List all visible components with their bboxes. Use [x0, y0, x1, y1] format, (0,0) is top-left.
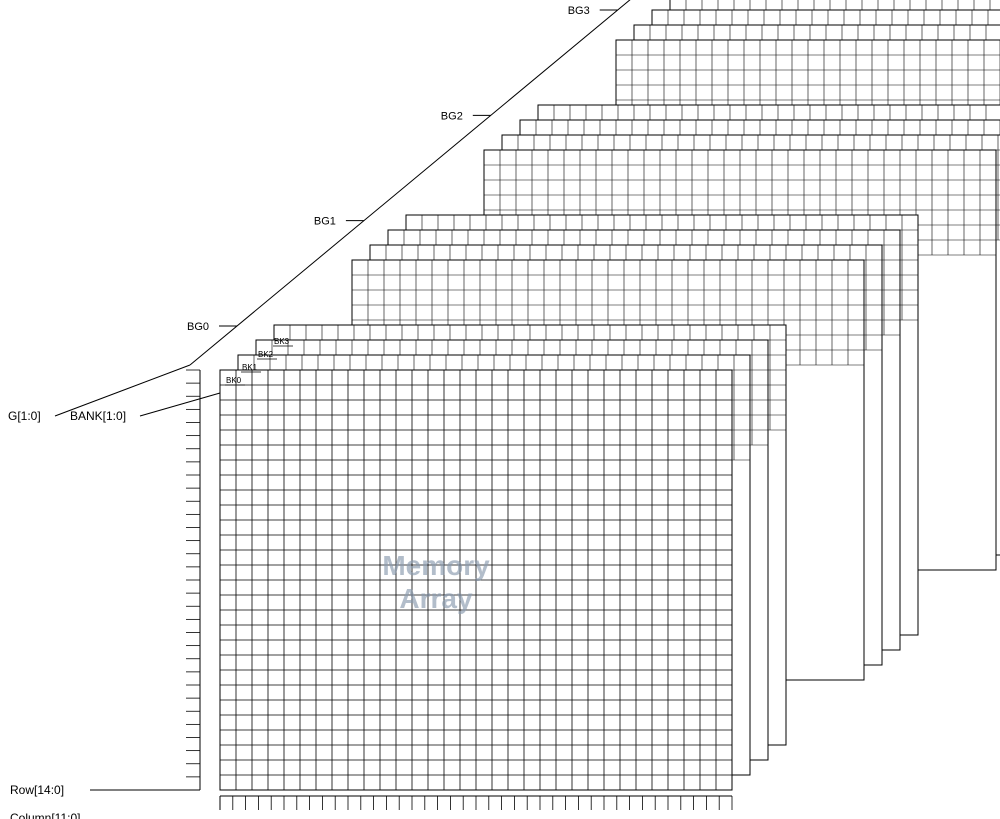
- bank-label: BK2: [258, 350, 274, 359]
- bg-label: BG2: [441, 110, 463, 122]
- bank-label: BK1: [242, 363, 258, 372]
- bank-axis-label: BANK[1:0]: [70, 409, 126, 423]
- memory-array-label: Memory: [382, 550, 490, 581]
- memory-array-label-2: Array: [399, 583, 473, 614]
- bank-label: BK3: [274, 337, 290, 346]
- bg-label: BG1: [314, 216, 336, 228]
- memory-bank-layer: MemoryArray: [220, 370, 732, 790]
- bg-label: BG3: [568, 5, 590, 17]
- row-axis-label: Row[14:0]: [10, 783, 64, 797]
- col-axis-label: Column[11:0]: [10, 811, 80, 819]
- bg-label: BG0: [187, 321, 209, 333]
- bank-label: BK0: [226, 376, 242, 385]
- g-axis-label: G[1:0]: [8, 409, 41, 423]
